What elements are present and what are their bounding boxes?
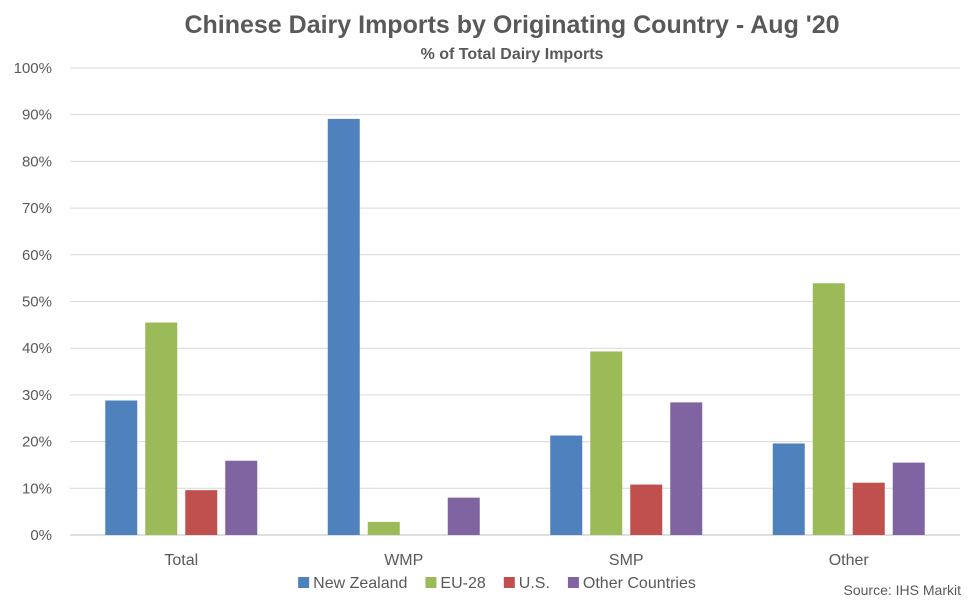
category-label: WMP xyxy=(384,552,423,569)
legend-item: New Zealand xyxy=(298,575,407,592)
y-tick-label: 100% xyxy=(14,60,52,77)
bar-other-other-countries xyxy=(892,462,925,535)
legend-label: New Zealand xyxy=(313,575,407,592)
y-tick-label: 20% xyxy=(22,434,52,451)
legend-item: EU-28 xyxy=(425,575,486,592)
gridlines xyxy=(70,67,960,536)
legend-swatch xyxy=(298,577,310,588)
category-label: Other xyxy=(829,552,870,569)
bar-total-eu-28 xyxy=(145,322,178,535)
y-axis-tick-labels: 0% 10% 20% 30% 40% 50% 60% 70% 80% 90% 100% xyxy=(14,60,52,544)
x-axis-category-labels: Total WMP SMP Other xyxy=(164,552,869,569)
bar-wmp-eu-28 xyxy=(367,521,400,535)
bars xyxy=(105,118,925,535)
y-tick-label: 40% xyxy=(22,340,52,357)
legend-item: Other Countries xyxy=(567,575,696,592)
chart-title: Chinese Dairy Imports by Originating Cou… xyxy=(184,11,839,39)
legend-label: U.S. xyxy=(519,575,550,592)
y-tick-label: 10% xyxy=(22,480,52,497)
bar-wmp-new-zealand xyxy=(327,118,360,535)
legend-swatch xyxy=(503,577,515,588)
source-note: Source: IHS Markit xyxy=(844,582,962,598)
y-tick-label: 60% xyxy=(22,247,52,264)
category-label: SMP xyxy=(609,552,644,569)
legend: New Zealand EU-28 U.S. Other Countries xyxy=(298,575,696,592)
y-tick-label: 50% xyxy=(22,294,52,311)
legend-label: Other Countries xyxy=(583,575,696,592)
legend-label: EU-28 xyxy=(440,575,485,592)
legend-swatch xyxy=(425,577,437,588)
y-tick-label: 80% xyxy=(22,153,52,170)
bar-other-new-zealand xyxy=(772,443,805,535)
y-tick-label: 90% xyxy=(22,107,52,124)
bar-wmp-other-countries xyxy=(447,497,480,535)
bar-total-u-s xyxy=(185,490,218,535)
y-tick-label: 30% xyxy=(22,387,52,404)
legend-item: U.S. xyxy=(503,575,550,592)
y-tick-label: 70% xyxy=(22,200,52,217)
legend-swatch xyxy=(567,577,579,588)
bar-smp-new-zealand xyxy=(550,435,583,535)
bar-total-new-zealand xyxy=(105,400,138,535)
bar-smp-other-countries xyxy=(670,402,703,535)
bar-other-eu-28 xyxy=(812,283,845,535)
category-label: Total xyxy=(164,552,198,569)
y-tick-label: 0% xyxy=(30,527,52,544)
chart-subtitle: % of Total Dairy Imports xyxy=(421,46,604,63)
bar-smp-u-s xyxy=(630,484,663,535)
bar-other-u-s xyxy=(852,482,885,535)
bar-total-other-countries xyxy=(225,460,258,535)
bar-smp-eu-28 xyxy=(590,351,623,535)
